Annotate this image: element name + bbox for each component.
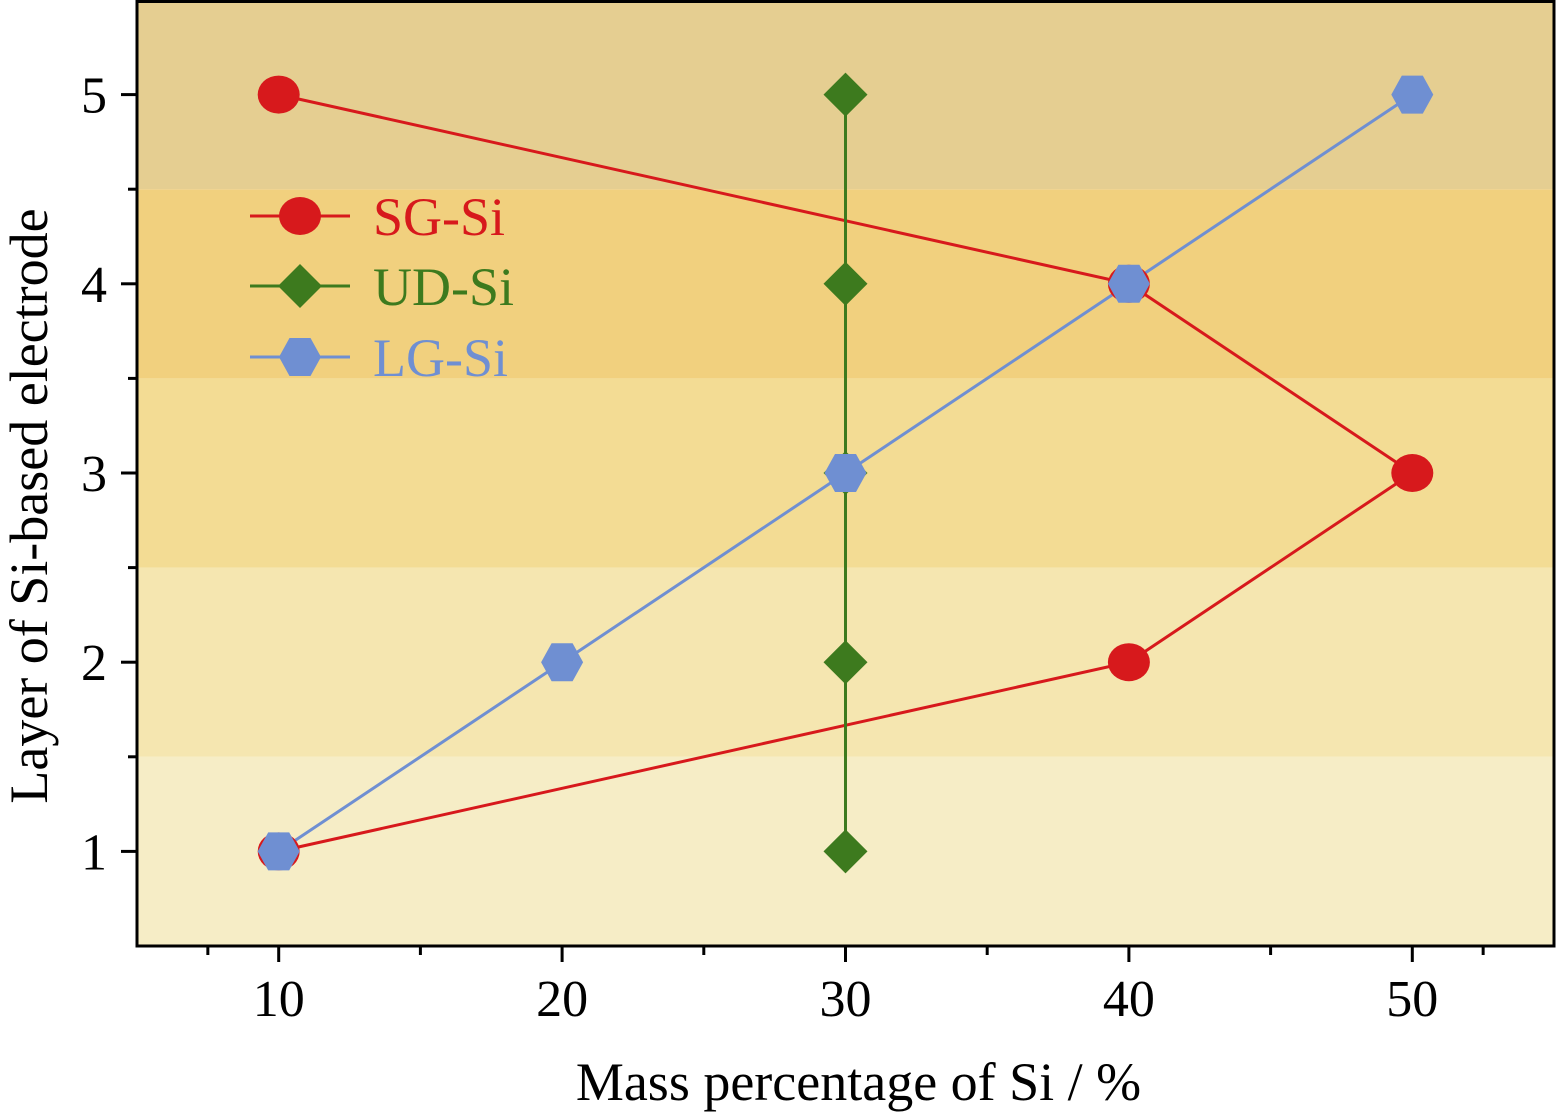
- y-tick-label: 4: [81, 257, 107, 314]
- legend-marker-lg-si: [279, 338, 321, 376]
- point-ud-si: [823, 640, 868, 685]
- point-sg-si: [257, 75, 300, 114]
- legend-label-ud-si: UD-Si: [373, 257, 514, 317]
- legend-label-lg-si: LG-Si: [373, 328, 508, 388]
- x-axis-title: Mass percentage of Si / %: [576, 1052, 1141, 1112]
- y-tick-label: 1: [81, 824, 107, 881]
- axis-ticks: 10 20 30 40 50 1 2 3 4 5: [81, 68, 1485, 1028]
- x-tick-label: 10: [253, 971, 305, 1028]
- legend-label-sg-si: SG-Si: [373, 187, 505, 247]
- legend: SG-Si UD-Si LG-Si: [250, 187, 514, 388]
- x-tick-label: 50: [1386, 971, 1438, 1028]
- point-ud-si: [823, 72, 868, 117]
- x-tick-label: 40: [1103, 971, 1155, 1028]
- y-tick-label: 2: [81, 635, 107, 692]
- x-tick-label: 20: [536, 971, 588, 1028]
- y-tick-label: 5: [81, 68, 107, 125]
- point-lg-si: [257, 832, 300, 871]
- point-lg-si: [824, 454, 867, 492]
- y-tick-label: 3: [81, 446, 107, 503]
- series-markers: [257, 72, 1434, 874]
- point-lg-si: [1391, 75, 1434, 114]
- point-sg-si: [1107, 643, 1150, 682]
- point-lg-si: [1107, 264, 1150, 303]
- legend-marker-sg-si: [279, 197, 321, 235]
- legend-marker-ud-si: [278, 264, 322, 308]
- y-axis-title: Layer of Si-based electrode: [0, 208, 59, 803]
- point-lg-si: [541, 643, 584, 682]
- point-sg-si: [1391, 454, 1434, 492]
- point-ud-si: [823, 829, 868, 874]
- point-ud-si: [823, 261, 868, 306]
- x-tick-label: 30: [820, 971, 872, 1028]
